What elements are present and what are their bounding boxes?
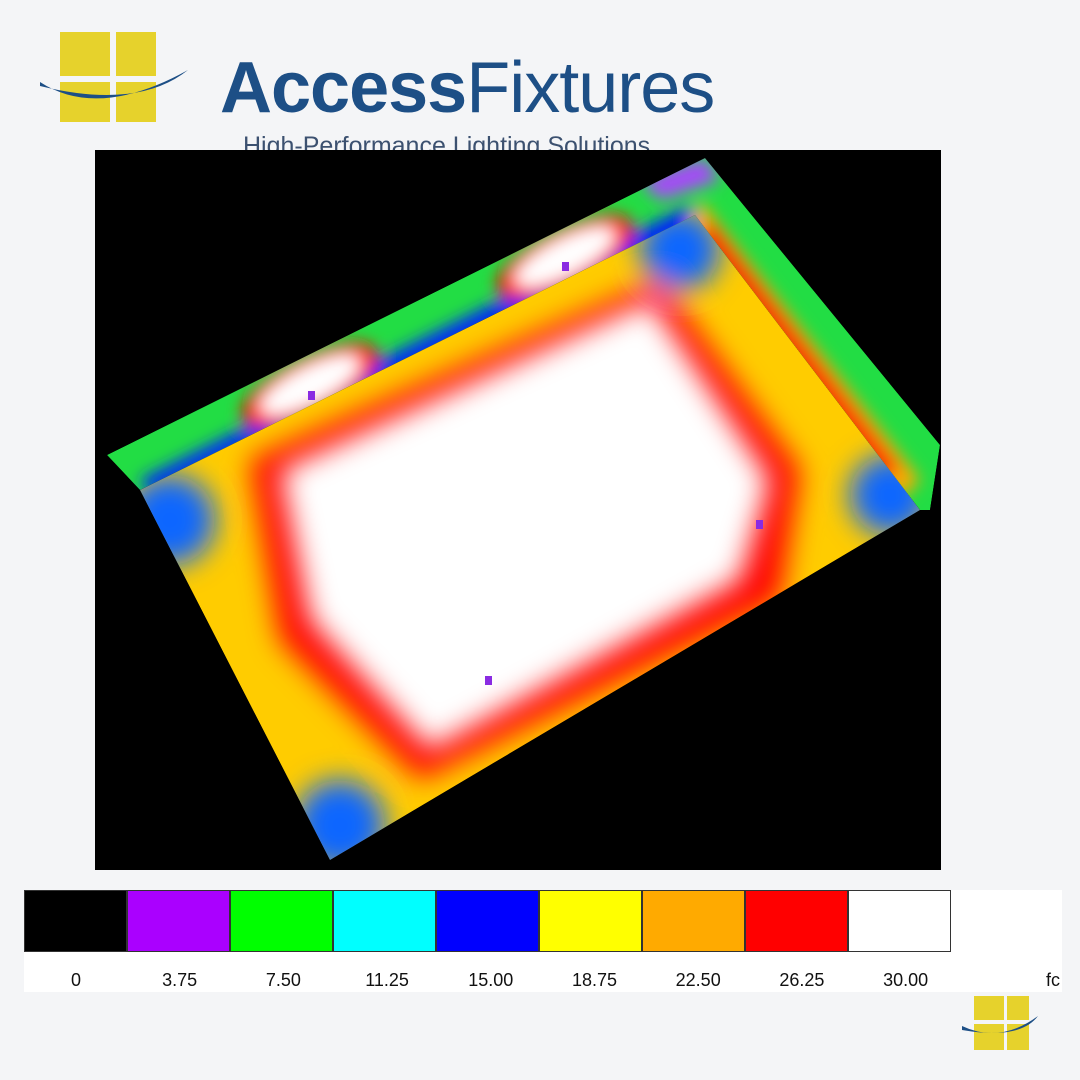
logo-mark-icon (40, 32, 188, 122)
legend-tick-label: 3.75 (162, 970, 198, 990)
legend-swatch (745, 890, 848, 952)
legend-swatch (539, 890, 642, 952)
legend-tick-label: 26.25 (779, 970, 825, 990)
legend-swatch (436, 890, 539, 952)
legend-tick-label: 15.00 (468, 970, 514, 990)
legend-swatch (333, 890, 436, 952)
footer-logo-icon (962, 996, 1038, 1050)
floor (140, 215, 920, 860)
fixture-markers (308, 262, 763, 685)
fixture-icon (485, 676, 492, 685)
access-fixtures-logo: AccessFixtures High-Performance Lighting… (38, 30, 715, 160)
fixture-icon (308, 391, 315, 400)
walls (107, 158, 940, 510)
legend-swatch (24, 890, 127, 952)
legend-tick-label: 30.00 (883, 970, 929, 990)
brand-name: AccessFixtures (220, 48, 715, 128)
room-heatmap (107, 158, 940, 860)
legend-swatch (230, 890, 333, 952)
illuminance-render (95, 150, 941, 870)
legend-swatch (848, 890, 951, 952)
color-legend: 0 3.75 7.50 11.25 15.00 18.75 22.50 26.25 30.00 … (24, 890, 1062, 992)
legend-tick-label: 11.25 (365, 970, 409, 990)
fixture-icon (756, 520, 763, 529)
legend-tick-label: 18.75 (571, 970, 618, 990)
legend-tick-label: 0 (70, 970, 82, 990)
fixture-icon (562, 262, 569, 271)
legend-unit: fc (1045, 970, 1060, 990)
legend-tick-label: 7.50 (265, 970, 301, 990)
legend-swatch (127, 890, 230, 952)
legend-tick-label: 22.50 (675, 970, 721, 990)
legend-swatch (642, 890, 745, 952)
